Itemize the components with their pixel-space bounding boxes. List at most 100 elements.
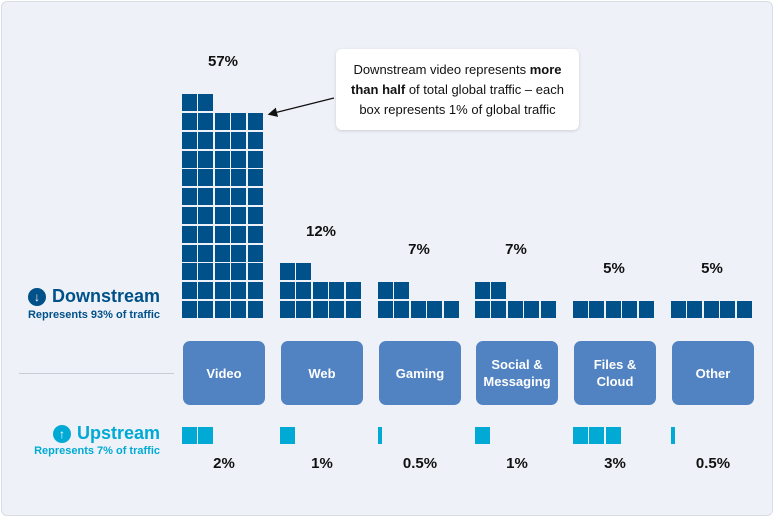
upstream-value-label: 2% bbox=[213, 455, 235, 472]
downstream-box bbox=[638, 301, 654, 318]
upstream-box bbox=[589, 427, 605, 444]
callout-text-rest: of total global traffic – each box repre… bbox=[359, 81, 564, 117]
downstream-box bbox=[231, 169, 247, 187]
upstream-box bbox=[573, 427, 588, 444]
upstream-box bbox=[475, 427, 490, 444]
downstream-box bbox=[247, 131, 263, 149]
downstream-box bbox=[589, 301, 605, 318]
downstream-box bbox=[247, 263, 263, 281]
downstream-box bbox=[198, 150, 214, 168]
downstream-box bbox=[182, 169, 197, 187]
legend-upstream-title: Upstream bbox=[76, 423, 160, 443]
downstream-box bbox=[198, 225, 214, 243]
downstream-box bbox=[198, 94, 214, 112]
downstream-box bbox=[345, 301, 361, 318]
downstream-box bbox=[214, 301, 230, 318]
downstream-box bbox=[507, 301, 523, 318]
downstream-box bbox=[214, 113, 230, 130]
legend-downstream-subtitle: Represents 93% of traffic bbox=[27, 309, 160, 321]
downstream-box bbox=[312, 282, 328, 300]
downstream-box bbox=[214, 263, 230, 281]
downstream-box bbox=[475, 301, 490, 318]
downstream-value-label: 5% bbox=[603, 260, 625, 278]
downstream-box bbox=[214, 131, 230, 149]
category-social-messaging: Social & Messaging bbox=[476, 341, 558, 405]
downstream-box bbox=[214, 169, 230, 187]
downstream-box bbox=[231, 282, 247, 300]
downstream-box bbox=[736, 301, 752, 318]
downstream-box bbox=[231, 150, 247, 168]
category-label-line: Video bbox=[206, 365, 242, 381]
legend-upstream: ↑ Upstream bbox=[52, 423, 160, 444]
downstream-box bbox=[182, 131, 197, 149]
downstream-box bbox=[296, 263, 312, 281]
legend-upstream-subtitle: Represents 7% of traffic bbox=[34, 445, 160, 457]
upstream-value-label: 0.5% bbox=[402, 455, 438, 472]
downstream-value-label: 5% bbox=[701, 260, 723, 278]
upstream-box bbox=[198, 427, 214, 444]
downstream-box bbox=[231, 207, 247, 224]
downstream-box bbox=[214, 207, 230, 224]
downstream-box bbox=[394, 301, 410, 318]
downstream-box bbox=[605, 301, 621, 318]
downstream-box bbox=[214, 188, 230, 206]
downstream-value-label: 57% bbox=[207, 53, 239, 71]
callout-text: Downstream video represents bbox=[353, 61, 530, 77]
downstream-box bbox=[198, 131, 214, 149]
downstream-box bbox=[198, 188, 214, 206]
upstream-value-label: 3% bbox=[604, 455, 626, 472]
downstream-box bbox=[703, 301, 719, 318]
downstream-box bbox=[247, 169, 263, 187]
downstream-box bbox=[231, 113, 247, 130]
downstream-box bbox=[540, 301, 556, 318]
category-label-line: Messaging bbox=[483, 374, 551, 389]
downstream-box bbox=[671, 301, 686, 318]
category-label: Other bbox=[696, 365, 731, 382]
upstream-box bbox=[605, 427, 621, 444]
upstream-box bbox=[280, 427, 295, 444]
downstream-box bbox=[329, 301, 345, 318]
downstream-box bbox=[231, 225, 247, 243]
downstream-box bbox=[214, 244, 230, 262]
downstream-box bbox=[280, 282, 295, 300]
category-files-cloud: Files & Cloud bbox=[574, 341, 656, 405]
legend-downstream: ↓ Downstream bbox=[27, 286, 160, 307]
downstream-box bbox=[491, 301, 507, 318]
downstream-box bbox=[687, 301, 703, 318]
downstream-box bbox=[296, 282, 312, 300]
downstream-box bbox=[247, 225, 263, 243]
downstream-box bbox=[410, 301, 426, 318]
downstream-box bbox=[231, 263, 247, 281]
upstream-value-label: 1% bbox=[311, 455, 333, 472]
upstream-box bbox=[182, 427, 197, 444]
downstream-box bbox=[443, 301, 459, 318]
downstream-box bbox=[214, 282, 230, 300]
downstream-box bbox=[214, 225, 230, 243]
downstream-box bbox=[198, 282, 214, 300]
category-label: Video bbox=[206, 365, 241, 382]
upstream-value-label: 1% bbox=[506, 455, 528, 472]
downstream-value-label: 7% bbox=[408, 241, 430, 259]
category-video: Video bbox=[183, 341, 265, 405]
category-other: Other bbox=[672, 341, 754, 405]
downstream-box bbox=[247, 188, 263, 206]
category-label: Social & Messaging bbox=[483, 356, 550, 390]
downstream-box bbox=[247, 244, 263, 262]
category-label-line: Social & bbox=[491, 357, 543, 372]
downstream-box bbox=[182, 225, 197, 243]
downstream-box bbox=[198, 169, 214, 187]
divider bbox=[19, 373, 174, 374]
downstream-box bbox=[231, 301, 247, 318]
downstream-box bbox=[573, 301, 588, 318]
downstream-box bbox=[280, 301, 295, 318]
downstream-value-label: 7% bbox=[505, 241, 527, 259]
downstream-box bbox=[182, 113, 197, 130]
legend-downstream-title: Downstream bbox=[51, 286, 160, 306]
arrow-up-circle-icon: ↑ bbox=[52, 424, 71, 443]
downstream-box bbox=[231, 188, 247, 206]
downstream-box bbox=[182, 263, 197, 281]
category-label: Files & Cloud bbox=[594, 356, 637, 390]
downstream-box bbox=[378, 282, 393, 300]
downstream-box bbox=[394, 282, 410, 300]
downstream-value-label: 12% bbox=[305, 222, 337, 240]
